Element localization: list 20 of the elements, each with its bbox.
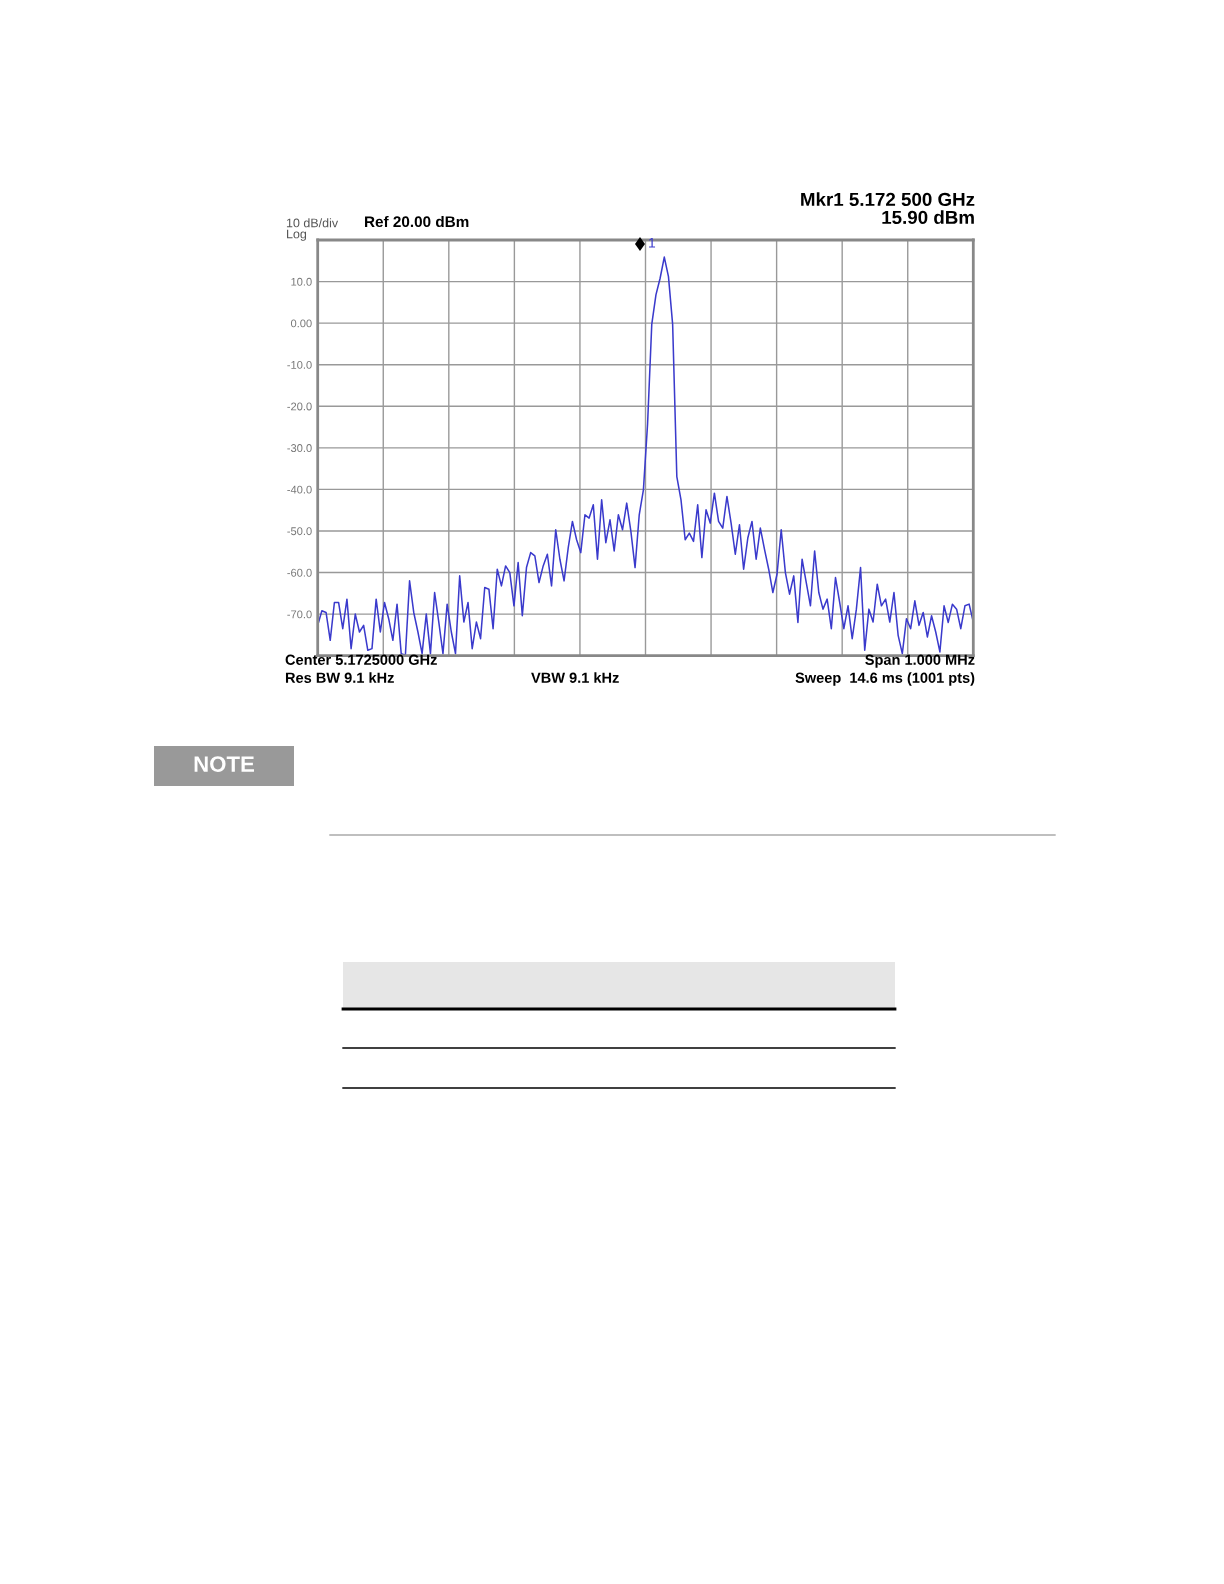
y-tick-label: -40.0	[287, 485, 312, 494]
y-tick-label: -30.0	[287, 444, 312, 452]
y-tick-label: 10.0	[291, 277, 312, 286]
annotation: Center 5.1725000 GHz	[285, 654, 437, 665]
text: 10 dB/div	[286, 218, 339, 228]
annotation: Span 1.000 MHz	[865, 654, 975, 668]
text: 15.90 dBm	[882, 210, 974, 225]
text: VBW 9.1 kHz	[531, 672, 619, 683]
text: Ref 20.00 dBm	[365, 215, 469, 228]
y-tick-label: -20.0	[287, 402, 312, 411]
y-tick-label: 0.00	[290, 319, 312, 328]
text: Mkr1 5.172 500 GHz	[801, 192, 975, 207]
text: Sweep 14.6 ms (1001 pts)	[795, 672, 975, 686]
text: Res BW 9.1 kHz	[285, 672, 394, 683]
y-tick-label: -70.0	[287, 610, 312, 619]
y-tick-label: -10.0	[287, 360, 312, 369]
text: Log	[287, 229, 307, 241]
text: NOTE	[194, 756, 254, 772]
y-tick-label: -60.0	[287, 568, 312, 577]
y-tick-label: -50.0	[287, 527, 312, 536]
